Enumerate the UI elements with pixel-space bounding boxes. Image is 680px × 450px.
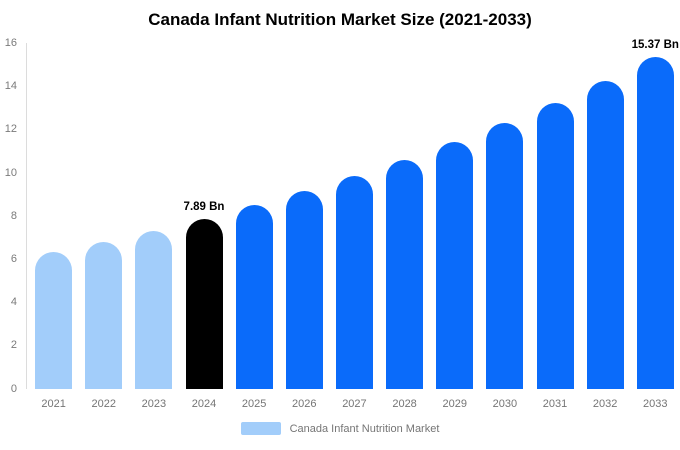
y-axis-line	[26, 43, 27, 389]
y-tick-label-6: 6	[10, 252, 17, 265]
y-tick-label-2: 2	[10, 339, 17, 352]
x-tick-label-2028: 2028	[392, 398, 417, 410]
legend: Canada Infant Nutrition Market	[0, 422, 680, 435]
x-tick-label-2032: 2032	[592, 398, 618, 410]
bar-2033[interactable]	[636, 57, 674, 389]
chart-title: Canada Infant Nutrition Market Size (202…	[148, 10, 532, 29]
y-tick-label-8: 8	[10, 209, 17, 222]
y-tick-label-12: 12	[4, 123, 17, 136]
bar-2021[interactable]	[35, 252, 73, 389]
y-tick-label-0: 0	[10, 382, 17, 395]
bar-2027[interactable]	[335, 176, 373, 389]
y-tick-label-4: 4	[10, 296, 17, 309]
annotation-2024: 7.89 Bn	[183, 200, 225, 213]
y-tick-label-16: 16	[4, 36, 17, 49]
bar-2023[interactable]	[135, 230, 173, 389]
x-tick-label-2033: 2033	[643, 398, 668, 410]
bar-2024[interactable]	[185, 218, 223, 389]
legend-item[interactable]: Canada Infant Nutrition Market	[240, 422, 440, 435]
bar-2031[interactable]	[536, 102, 574, 389]
x-tick-label-2022: 2022	[91, 398, 116, 410]
x-tick-label-2021: 2021	[41, 398, 66, 410]
bar-2028[interactable]	[386, 159, 424, 389]
y-tick-label-10: 10	[4, 166, 17, 179]
x-tick-label-2029: 2029	[442, 398, 467, 410]
y-tick-label-14: 14	[4, 80, 17, 93]
x-tick-label-2023: 2023	[141, 398, 167, 410]
bar-2032[interactable]	[586, 80, 624, 389]
bar-2030[interactable]	[486, 123, 524, 389]
bar-2022[interactable]	[85, 242, 123, 389]
annotation-2033: 15.37 Bn	[631, 39, 679, 51]
bar-2025[interactable]	[235, 205, 273, 389]
x-tick-label-2031: 2031	[542, 398, 568, 410]
legend-label: Canada Infant Nutrition Market	[289, 422, 440, 435]
x-tick-label-2027: 2027	[342, 398, 367, 410]
x-tick-label-2024: 2024	[191, 398, 217, 410]
x-tick-label-2026: 2026	[292, 398, 317, 410]
bar-2029[interactable]	[436, 142, 474, 389]
bar-2026[interactable]	[285, 191, 323, 389]
legend-swatch	[240, 422, 281, 435]
x-tick-label-2025: 2025	[241, 398, 267, 410]
x-tick-label-2030: 2030	[492, 398, 518, 410]
